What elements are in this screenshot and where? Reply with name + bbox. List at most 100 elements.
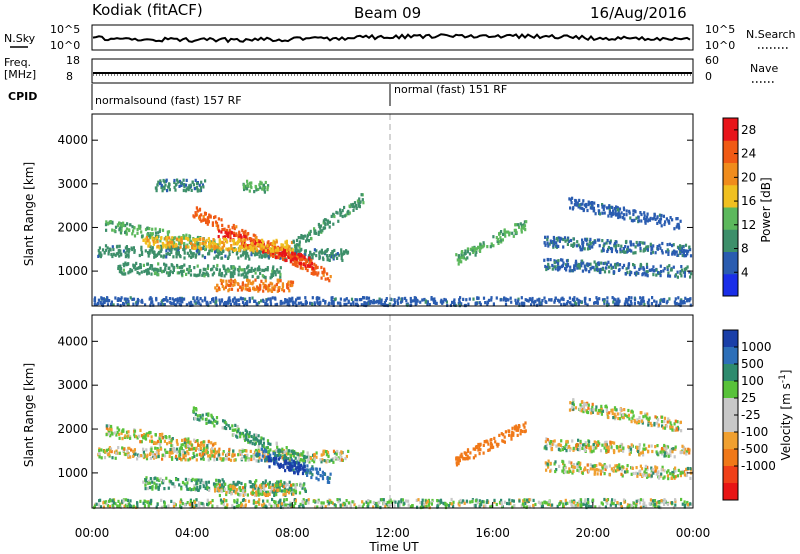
heatmap-cell	[432, 297, 435, 301]
heatmap-cell	[628, 248, 631, 252]
heatmap-cell	[127, 453, 130, 458]
heatmap-cell	[639, 464, 642, 468]
heatmap-cell	[644, 221, 647, 225]
heatmap-cell	[277, 288, 281, 292]
heatmap-cell	[683, 267, 686, 271]
heatmap-cell	[544, 445, 547, 449]
heatmap-cell	[184, 245, 188, 249]
heatmap-cell	[642, 296, 645, 300]
heatmap-cell	[287, 491, 291, 495]
heatmap-cell	[279, 479, 283, 483]
heatmap-cell	[464, 251, 467, 255]
heatmap-cell	[174, 236, 177, 240]
heatmap-cell	[202, 267, 205, 271]
heatmap-cell	[247, 184, 250, 188]
heatmap-cell	[602, 207, 605, 211]
heatmap-cell	[383, 303, 386, 307]
heatmap-cell	[202, 448, 205, 452]
heatmap-cell	[146, 233, 149, 237]
heatmap-cell	[220, 251, 223, 255]
heatmap-cell	[397, 296, 400, 300]
heatmap-cell	[267, 455, 270, 459]
heatmap-cell	[284, 469, 287, 473]
heatmap-cell	[224, 285, 227, 289]
heatmap-cell	[234, 483, 238, 487]
heatmap-cell	[149, 264, 152, 268]
heatmap-cell	[558, 265, 561, 269]
heatmap-cell	[142, 450, 145, 454]
heatmap-cell	[233, 278, 236, 282]
heatmap-cell	[248, 296, 251, 301]
heatmap-cell	[243, 232, 246, 236]
heatmap-cell	[213, 242, 216, 246]
heatmap-cell	[367, 296, 371, 300]
heatmap-cell	[308, 262, 311, 266]
heatmap-cell	[613, 244, 616, 248]
heatmap-cell	[279, 272, 282, 276]
heatmap-cell	[250, 454, 253, 459]
heatmap-cell	[246, 237, 249, 241]
heatmap-cell	[558, 300, 561, 304]
heatmap-cell	[322, 273, 325, 277]
heatmap-cell	[378, 297, 381, 301]
heatmap-cell	[185, 178, 188, 182]
heatmap-cell	[640, 298, 643, 303]
heatmap-cell	[643, 302, 646, 307]
heatmap-cell	[478, 245, 481, 249]
heatmap-cell	[122, 302, 125, 306]
heatmap-cell	[671, 473, 674, 477]
heatmap-cell	[457, 462, 460, 466]
heatmap-cell	[178, 454, 181, 458]
heatmap-cell	[681, 471, 684, 475]
heatmap-cell	[273, 451, 277, 455]
heatmap-cell	[295, 298, 298, 302]
heatmap-cell	[213, 447, 216, 451]
heatmap-cell	[468, 252, 472, 256]
heatmap-cell	[271, 490, 274, 494]
heatmap-cell	[171, 240, 174, 244]
heatmap-cell	[557, 259, 560, 263]
heatmap-cell	[183, 256, 186, 260]
heatmap-cell	[674, 469, 677, 473]
heatmap-cell	[515, 223, 518, 227]
heatmap-cell	[180, 272, 184, 276]
heatmap-cell	[169, 269, 172, 273]
heatmap-cell	[142, 454, 145, 458]
heatmap-cell	[317, 472, 320, 476]
heatmap-cell	[297, 252, 300, 257]
heatmap-cell	[502, 433, 505, 437]
heatmap-cell	[558, 442, 561, 447]
heatmap-cell	[215, 421, 219, 425]
heatmap-cell	[210, 244, 213, 248]
heatmap-cell	[340, 251, 343, 255]
heatmap-cell	[270, 249, 273, 253]
heatmap-cell	[245, 233, 248, 237]
heatmap-cell	[229, 484, 232, 488]
heatmap-cell	[550, 440, 553, 444]
heatmap-cell	[510, 300, 513, 304]
heatmap-cell	[317, 222, 320, 227]
heatmap-cell	[274, 303, 277, 307]
heatmap-cell	[295, 469, 298, 473]
heatmap-cell	[255, 433, 258, 437]
heatmap-cell	[140, 440, 143, 444]
heatmap-cell	[315, 231, 318, 235]
heatmap-cell	[577, 461, 580, 465]
heatmap-cell	[235, 242, 239, 246]
heatmap-cell	[231, 250, 234, 254]
heatmap-cell	[482, 451, 485, 455]
heatmap-cell	[288, 486, 291, 490]
nave-label: Nave	[750, 62, 778, 75]
heatmap-cell	[560, 303, 563, 307]
heatmap-cell	[227, 235, 230, 239]
heatmap-cell	[157, 180, 160, 184]
heatmap-cell	[105, 424, 108, 428]
heatmap-cell	[139, 224, 142, 228]
heatmap-cell	[225, 279, 228, 283]
heatmap-cell	[249, 248, 252, 252]
heatmap-cell	[222, 419, 225, 423]
heatmap-cell	[625, 250, 628, 254]
heatmap-cell	[283, 485, 286, 489]
heatmap-cell	[243, 236, 247, 240]
heatmap-cell	[666, 243, 669, 247]
